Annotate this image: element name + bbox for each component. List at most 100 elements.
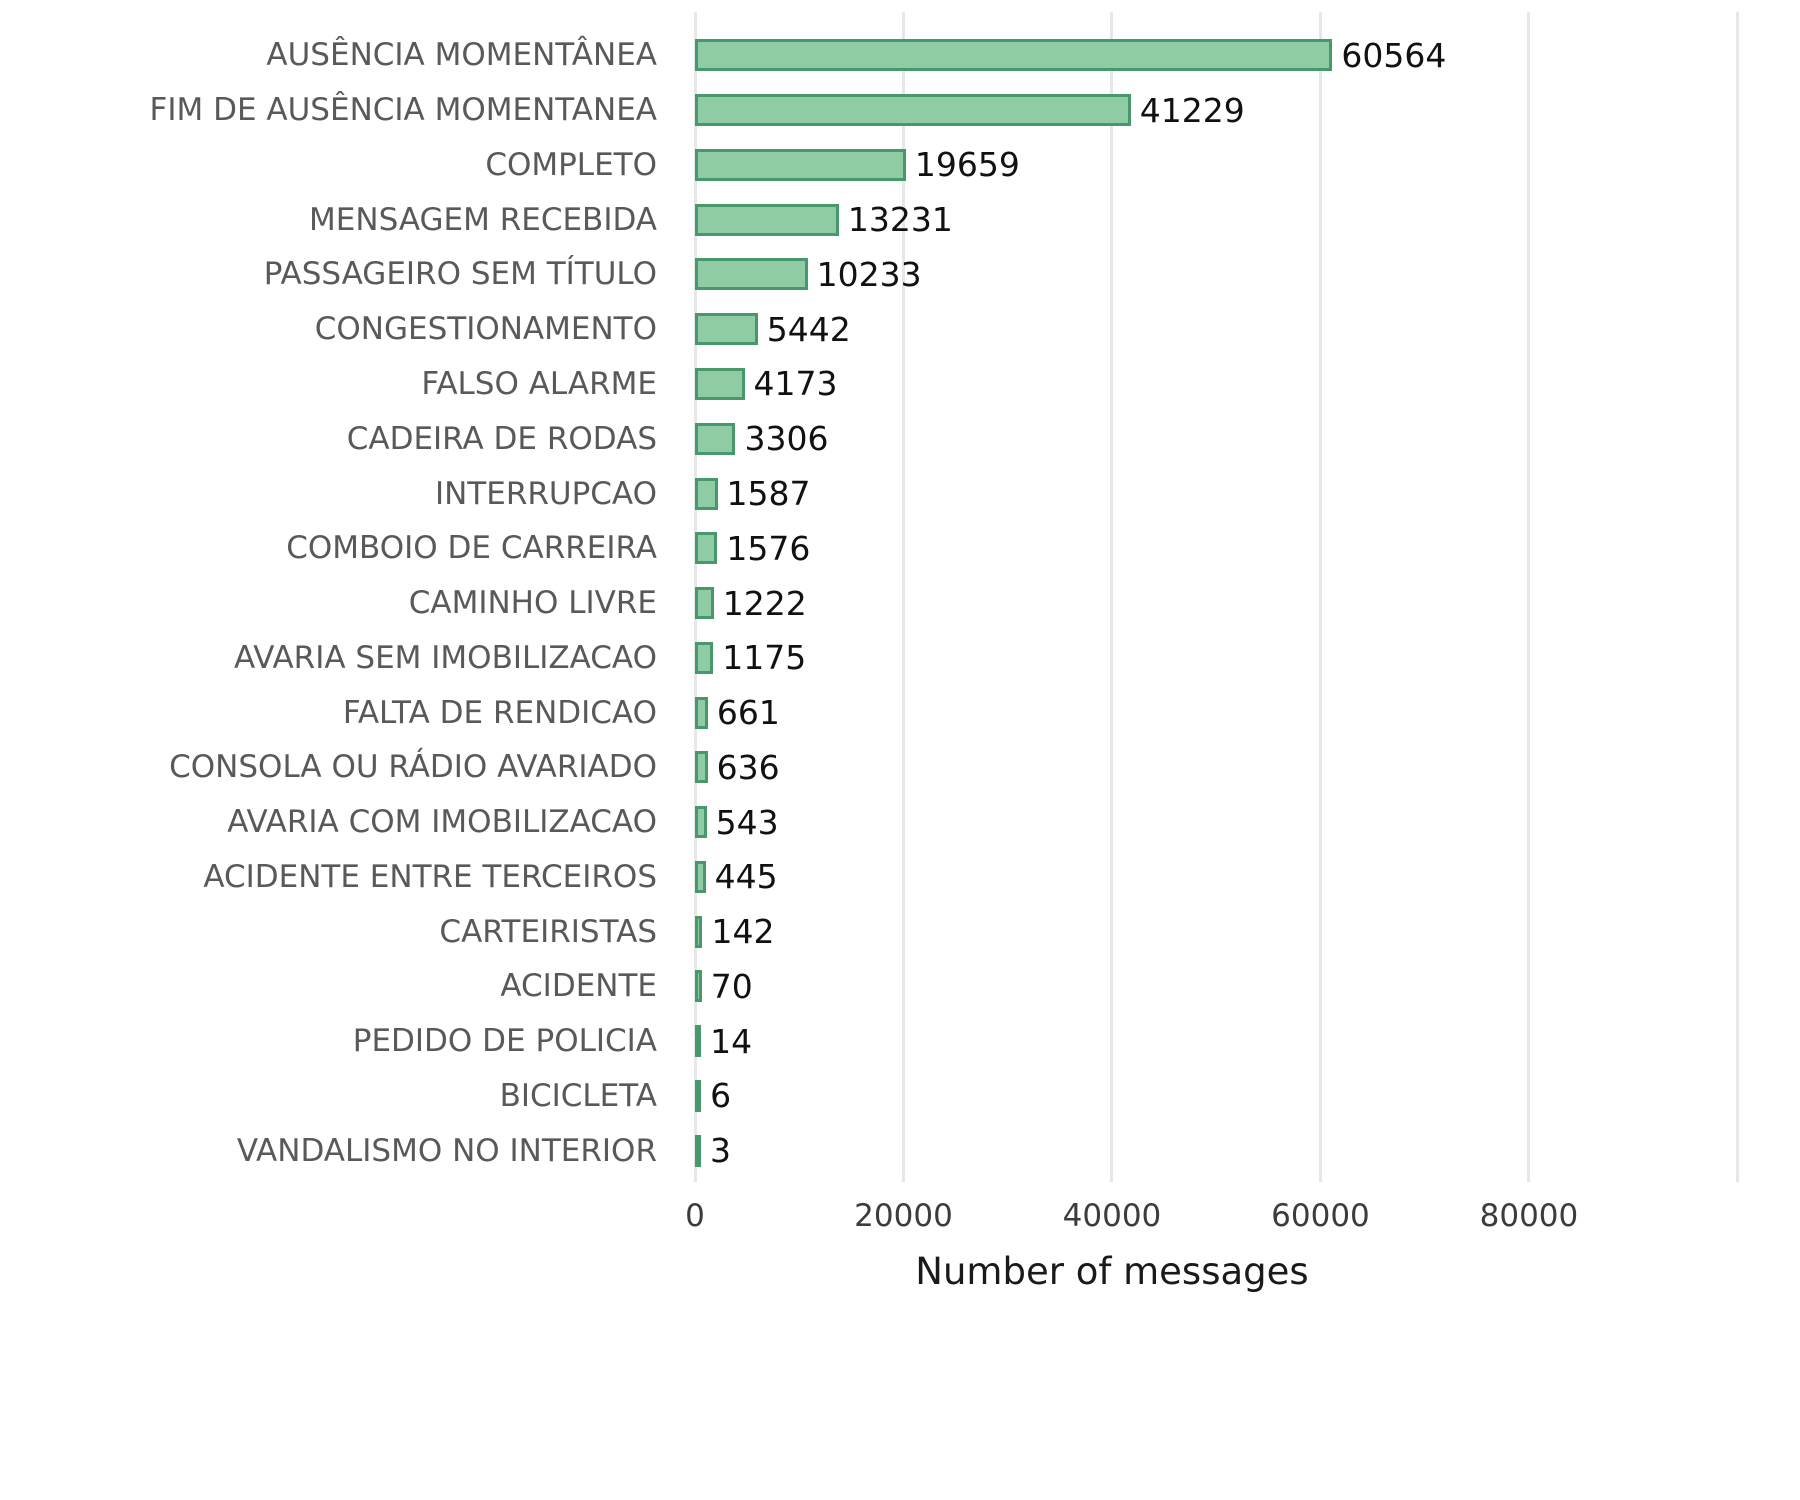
bar-row: FALTA DE RENDICAO 661 bbox=[0, 685, 1800, 740]
bar-track: 1576 bbox=[695, 521, 1800, 576]
bar-track: 142 bbox=[695, 904, 1800, 959]
bar-row: COMPLETO 19659 bbox=[0, 138, 1800, 193]
bar-row: CARTEIRISTAS 142 bbox=[0, 904, 1800, 959]
gridline bbox=[1735, 12, 1739, 1182]
bar-track: 445 bbox=[695, 849, 1800, 904]
value-label: 636 bbox=[716, 747, 780, 787]
value-label: 6 bbox=[710, 1076, 732, 1116]
bar bbox=[695, 203, 839, 236]
bar-row: PEDIDO DE POLICIA 14 bbox=[0, 1014, 1800, 1069]
bar-track: 10233 bbox=[695, 247, 1800, 302]
bar-row: FIM DE AUSÊNCIA MOMENTANEA 41229 bbox=[0, 83, 1800, 138]
bar bbox=[695, 970, 702, 1003]
bar-row: ACIDENTE 70 bbox=[0, 959, 1800, 1014]
bar-track: 1222 bbox=[695, 576, 1800, 631]
x-tick-label: 60000 bbox=[1271, 1198, 1370, 1234]
bar bbox=[695, 148, 906, 181]
x-tick-label: 40000 bbox=[1062, 1198, 1162, 1234]
bar bbox=[695, 860, 706, 893]
bar bbox=[695, 313, 758, 346]
bar-row: CAMINHO LIVRE 1222 bbox=[0, 576, 1800, 631]
bar bbox=[695, 696, 708, 729]
bar-row: MENSAGEM RECEBIDA 13231 bbox=[0, 192, 1800, 247]
bar-row: CONGESTIONAMENTO 5442 bbox=[0, 302, 1800, 357]
bar-track: 1587 bbox=[695, 466, 1800, 521]
x-tick-label: 80000 bbox=[1479, 1198, 1579, 1234]
bar-track: 4173 bbox=[695, 357, 1800, 412]
category-label: PEDIDO DE POLICIA bbox=[352, 1023, 657, 1060]
category-label: ACIDENTE bbox=[500, 968, 657, 1005]
bar bbox=[695, 94, 1131, 127]
value-label: 4173 bbox=[753, 364, 838, 404]
bar bbox=[695, 1134, 702, 1167]
category-label: MENSAGEM RECEBIDA bbox=[309, 201, 657, 238]
bar bbox=[695, 1025, 702, 1058]
bar-track: 6 bbox=[695, 1069, 1800, 1124]
category-label: PASSAGEIRO SEM TÍTULO bbox=[263, 256, 657, 293]
value-label: 10233 bbox=[816, 254, 922, 294]
gridline bbox=[1318, 12, 1322, 1182]
bar-track: 636 bbox=[695, 740, 1800, 795]
bar-track: 543 bbox=[695, 795, 1800, 850]
bar bbox=[695, 806, 707, 839]
value-label: 1175 bbox=[722, 638, 807, 678]
bar bbox=[695, 1079, 702, 1112]
value-label: 41229 bbox=[1139, 90, 1245, 130]
bar-track: 19659 bbox=[695, 138, 1800, 193]
value-label: 3306 bbox=[744, 419, 829, 459]
category-label: AUSÊNCIA MOMENTÂNEA bbox=[266, 37, 657, 74]
bar-track: 3 bbox=[695, 1123, 1800, 1178]
category-label: CARTEIRISTAS bbox=[439, 913, 657, 950]
bar bbox=[695, 751, 708, 784]
value-label: 661 bbox=[716, 693, 780, 733]
category-label: COMBOIO DE CARREIRA bbox=[286, 530, 657, 567]
value-label: 543 bbox=[715, 802, 779, 842]
bar bbox=[695, 641, 714, 674]
category-label: AVARIA SEM IMOBILIZACAO bbox=[234, 639, 657, 676]
bar-row: COMBOIO DE CARREIRA 1576 bbox=[0, 521, 1800, 576]
category-label: COMPLETO bbox=[485, 146, 657, 183]
bar bbox=[695, 367, 745, 400]
category-label: CAMINHO LIVRE bbox=[408, 585, 657, 622]
gridline bbox=[1527, 12, 1531, 1182]
bar-row: CADEIRA DE RODAS 3306 bbox=[0, 411, 1800, 466]
value-label: 19659 bbox=[914, 145, 1020, 185]
value-label: 1222 bbox=[722, 583, 807, 623]
bar-track: 70 bbox=[695, 959, 1800, 1014]
bar-track: 5442 bbox=[695, 302, 1800, 357]
bar-row: INTERRUPCAO 1587 bbox=[0, 466, 1800, 521]
category-label: INTERRUPCAO bbox=[434, 475, 657, 512]
bar-track: 13231 bbox=[695, 192, 1800, 247]
bar-row: AVARIA SEM IMOBILIZACAO 1175 bbox=[0, 630, 1800, 685]
category-label: BICICLETA bbox=[499, 1077, 657, 1114]
bar-row: CONSOLA OU RÁDIO AVARIADO 636 bbox=[0, 740, 1800, 795]
value-label: 1587 bbox=[726, 474, 811, 513]
bar bbox=[695, 587, 714, 620]
bar bbox=[695, 915, 703, 948]
category-label: VANDALISMO NO INTERIOR bbox=[236, 1132, 657, 1169]
bar-track: 14 bbox=[695, 1014, 1800, 1069]
bar-track: 661 bbox=[695, 685, 1800, 740]
bar-row: PASSAGEIRO SEM TÍTULO 10233 bbox=[0, 247, 1800, 302]
value-label: 142 bbox=[711, 912, 775, 952]
x-axis-title: Number of messages bbox=[915, 1250, 1309, 1293]
value-label: 14 bbox=[710, 1021, 753, 1061]
gridline bbox=[1110, 12, 1114, 1182]
category-label: ACIDENTE ENTRE TERCEIROS bbox=[203, 858, 657, 895]
gridline bbox=[901, 12, 905, 1182]
x-tick-label: 20000 bbox=[854, 1198, 953, 1234]
category-label: AVARIA COM IMOBILIZACAO bbox=[227, 804, 657, 841]
category-label: FALTA DE RENDICAO bbox=[342, 694, 657, 731]
value-label: 5442 bbox=[766, 309, 851, 349]
bar bbox=[695, 422, 736, 455]
bars-container: AUSÊNCIA MOMENTÂNEA 60564 FIM DE AUSÊNCIA … bbox=[0, 28, 1800, 1178]
bar-row: FALSO ALARME 4173 bbox=[0, 357, 1800, 412]
category-label: FIM DE AUSÊNCIA MOMENTANEA bbox=[149, 92, 657, 129]
category-label: CONGESTIONAMENTO bbox=[314, 311, 657, 348]
bar-track: 41229 bbox=[695, 83, 1800, 138]
value-label: 60564 bbox=[1341, 35, 1447, 75]
bar-row: AUSÊNCIA MOMENTÂNEA 60564 bbox=[0, 28, 1800, 83]
category-label: CADEIRA DE RODAS bbox=[346, 420, 657, 457]
value-label: 13231 bbox=[847, 200, 953, 240]
